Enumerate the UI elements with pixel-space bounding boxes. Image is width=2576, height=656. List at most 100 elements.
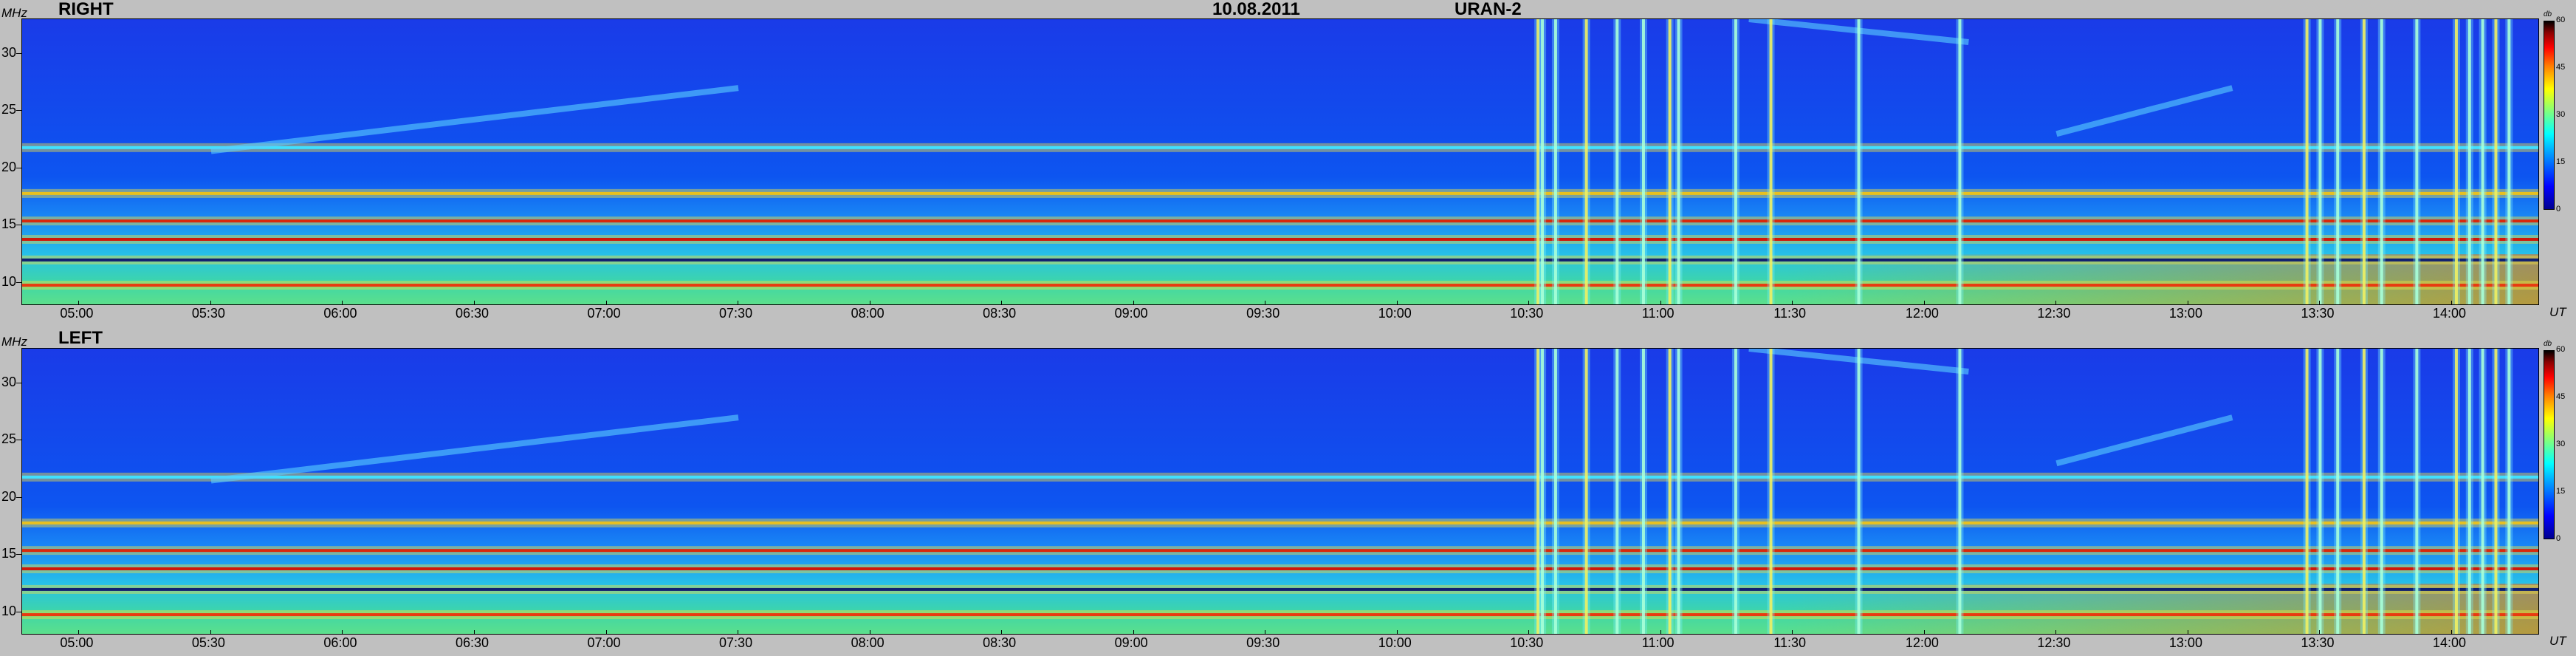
low-frequency-emission <box>22 584 2538 634</box>
colorbar-right-unit: db <box>2544 10 2552 18</box>
broadband-burst <box>2362 19 2366 304</box>
broadband-burst <box>2380 19 2383 304</box>
panel-left-unit-label: MHz <box>1 335 27 349</box>
broadband-burst <box>2454 349 2458 634</box>
x-tick-mark <box>605 301 607 305</box>
x-tick-mark <box>2055 301 2057 305</box>
x-tick-label: 08:00 <box>851 306 885 321</box>
broadband-burst <box>1641 19 1645 304</box>
drifting-band <box>210 414 739 484</box>
x-tick-mark <box>1396 630 1398 635</box>
x-tick-label: 06:30 <box>455 306 489 321</box>
broadband-burst <box>1668 19 1672 304</box>
x-tick-label: 13:00 <box>2168 306 2202 321</box>
y-tick-mark <box>16 52 21 54</box>
x-tick-mark <box>1792 301 1793 305</box>
x-tick-label: 05:00 <box>60 635 94 650</box>
broadband-burst <box>1584 19 1588 304</box>
x-tick-mark <box>1001 301 1003 305</box>
broadband-burst <box>2507 349 2511 634</box>
x-tick-mark <box>2450 301 2452 305</box>
x-tick-label: 13:30 <box>2301 635 2335 650</box>
rfi-band <box>22 567 2538 570</box>
x-tick-label: 10:30 <box>1510 306 1544 321</box>
x-tick-label: 07:30 <box>719 635 753 650</box>
x-tick-mark <box>1923 630 1925 635</box>
x-tick-label: 12:30 <box>2037 306 2071 321</box>
x-tick-label: 08:30 <box>983 306 1017 321</box>
colorbar-tick-label: 15 <box>2556 157 2566 166</box>
spectrogram-left <box>21 348 2539 635</box>
x-tick-mark <box>342 301 343 305</box>
colorbar-tick-label: 60 <box>2556 345 2566 354</box>
y-tick-label: 25 <box>1 102 17 117</box>
y-tick-label: 30 <box>1 44 17 60</box>
x-tick-label: 11:00 <box>1641 635 1675 650</box>
rfi-band <box>22 587 2538 591</box>
broadband-burst <box>2380 349 2383 634</box>
broadband-burst <box>2362 349 2366 634</box>
x-tick-label: 07:30 <box>719 306 753 321</box>
broadband-burst <box>1958 19 1962 304</box>
x-tick-label: 06:30 <box>455 635 489 650</box>
x-tick-label: 05:30 <box>191 635 225 650</box>
x-tick-label: 14:00 <box>2432 635 2467 650</box>
colorbar-tick-label: 45 <box>2556 392 2566 401</box>
drifting-band <box>2055 85 2233 137</box>
x-tick-mark <box>1528 630 1530 635</box>
y-tick-mark <box>16 110 21 112</box>
broadband-burst <box>1857 19 1861 304</box>
y-tick-label: 30 <box>1 374 17 389</box>
x-tick-mark <box>1923 301 1925 305</box>
low-frequency-emission <box>22 254 2538 304</box>
x-tick-label: 09:30 <box>1246 635 1280 650</box>
broadband-burst <box>1641 349 1645 634</box>
broadband-burst <box>2318 349 2322 634</box>
broadband-burst <box>2467 349 2471 634</box>
broadband-burst <box>1958 349 1962 634</box>
x-tick-label: 13:30 <box>2301 306 2335 321</box>
y-tick-label: 15 <box>1 216 17 232</box>
x-tick-mark <box>605 630 607 635</box>
spectrogram-right <box>21 18 2539 305</box>
x-tick-mark <box>210 301 211 305</box>
broadband-burst <box>1857 349 1861 634</box>
x-tick-label: 11:30 <box>1773 306 1807 321</box>
broadband-burst <box>2318 19 2322 304</box>
x-tick-mark <box>1133 301 1134 305</box>
x-tick-label: 10:00 <box>1378 635 1412 650</box>
x-tick-label: 10:30 <box>1510 635 1544 650</box>
broadband-burst <box>2467 19 2471 304</box>
x-tick-label: 06:00 <box>323 635 357 650</box>
broadband-burst <box>1734 19 1737 304</box>
x-tick-label: 12:30 <box>2037 635 2071 650</box>
broadband-burst <box>1734 349 1737 634</box>
panel-right-time-unit: UT <box>2549 305 2566 319</box>
broadband-burst <box>1677 19 1680 304</box>
broadband-burst <box>1677 349 1680 634</box>
x-tick-mark <box>342 630 343 635</box>
y-tick-label: 15 <box>1 546 17 561</box>
rfi-band <box>22 237 2538 241</box>
broadband-burst <box>2507 19 2511 304</box>
broadband-burst <box>2415 19 2419 304</box>
broadband-burst <box>1553 19 1557 304</box>
broadband-burst <box>2494 349 2498 634</box>
colorbar-tick-label: 0 <box>2556 205 2561 213</box>
broadband-burst <box>1584 349 1588 634</box>
rfi-band <box>22 613 2538 617</box>
broadband-burst <box>2305 349 2309 634</box>
colorbar-left <box>2544 350 2555 539</box>
rfi-band <box>22 549 2538 553</box>
x-tick-mark <box>210 630 211 635</box>
x-tick-mark <box>2450 630 2452 635</box>
x-tick-label: 06:00 <box>323 306 357 321</box>
x-tick-mark <box>473 301 475 305</box>
broadband-burst <box>1615 19 1619 304</box>
y-tick-mark <box>16 554 21 556</box>
x-tick-label: 09:30 <box>1246 306 1280 321</box>
panel-right-unit-label: MHz <box>1 6 27 20</box>
y-tick-mark <box>16 496 21 498</box>
x-tick-mark <box>78 301 80 305</box>
